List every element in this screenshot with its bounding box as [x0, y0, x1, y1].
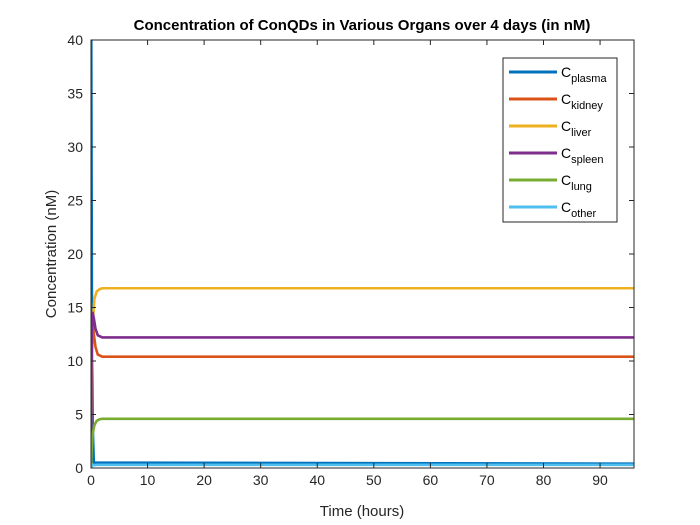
legend-label-plasma: Cplasma — [561, 64, 607, 85]
x-tick-label: 70 — [479, 472, 495, 488]
legend: Cplasma Ckidney Cliver Cspleen Clung Cother — [502, 57, 618, 223]
x-tick-label: 30 — [253, 472, 269, 488]
x-tick-label: 10 — [140, 472, 156, 488]
x-tick-label: 90 — [592, 472, 608, 488]
axes-layer: 0 10 20 30 40 50 60 70 80 90 0 5 10 15 20 25 30 35 40 — [67, 32, 635, 488]
y-axis-label: Concentration (nM) — [43, 190, 60, 318]
x-tick-label: 0 — [87, 472, 95, 488]
x-tick-label: 20 — [196, 472, 212, 488]
legend-box — [502, 57, 618, 223]
y-tick-label: 30 — [67, 139, 83, 155]
y-tick-label: 40 — [67, 32, 83, 48]
y-tick-label: 15 — [67, 300, 83, 316]
legend-label-kidney: Ckidney — [561, 91, 603, 112]
y-tick-label: 20 — [67, 246, 83, 262]
x-tick-label: 60 — [423, 472, 439, 488]
legend-label-other: Cother — [561, 199, 597, 220]
x-axis-label: Time (hours) — [320, 503, 404, 520]
y-tick-label: 5 — [75, 407, 83, 423]
series-line-lung — [91, 417, 634, 468]
legend-label-lung: Clung — [561, 172, 592, 193]
x-tick-label: 40 — [309, 472, 325, 488]
x-tick-label: 50 — [366, 472, 382, 488]
y-tick-label: 25 — [67, 193, 83, 209]
x-tick-label: 80 — [536, 472, 552, 488]
series-line-spleen — [91, 311, 634, 468]
y-tick-label: 0 — [75, 460, 83, 476]
legend-label-spleen: Cspleen — [561, 145, 604, 166]
legend-label-liver: Cliver — [561, 118, 592, 139]
y-tick-label: 10 — [67, 353, 83, 369]
chart-title: Concentration of ConQDs in Various Organ… — [134, 17, 591, 34]
y-tick-label: 35 — [67, 86, 83, 102]
